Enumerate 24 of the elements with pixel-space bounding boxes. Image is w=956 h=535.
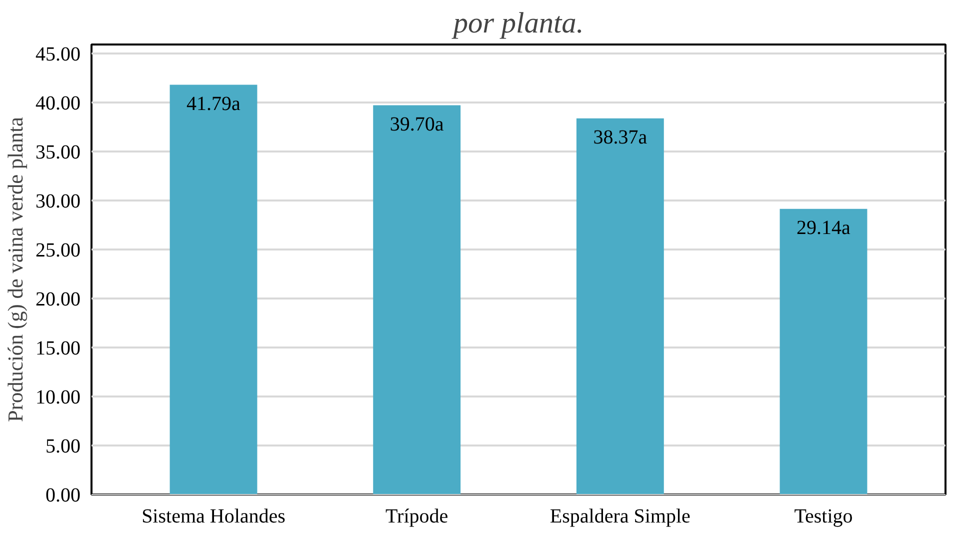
data-label: 41.79a — [186, 92, 241, 115]
x-tick-label: Espaldera Simple — [550, 506, 691, 528]
x-tick-label: Sistema Holandes — [142, 506, 286, 528]
y-tick-label: 20.00 — [36, 288, 80, 310]
y-tick-label: 25.00 — [36, 239, 80, 262]
bar — [170, 84, 258, 494]
y-tick-label: 0.00 — [46, 484, 80, 506]
y-tick-label: 40.00 — [36, 92, 80, 114]
bar — [373, 105, 461, 494]
y-axis-title: Produción (g) de vaina verde planta — [4, 116, 28, 422]
data-label: 29.14a — [796, 216, 851, 239]
chart-title: por planta. — [451, 8, 584, 40]
x-tick-label: Trípode — [386, 506, 448, 528]
x-tick-label: Testigo — [794, 506, 853, 528]
data-label: 38.37a — [593, 126, 648, 148]
y-tick-label: 45.00 — [36, 43, 80, 66]
bar — [780, 208, 868, 494]
y-tick-label: 30.00 — [36, 190, 80, 212]
bar — [576, 118, 664, 494]
y-tick-label: 35.00 — [36, 141, 80, 164]
data-label: 39.70a — [390, 113, 444, 136]
y-tick-label: 5.00 — [46, 435, 80, 458]
y-tick-label: 10.00 — [36, 386, 80, 408]
y-tick-label: 15.00 — [36, 337, 80, 360]
